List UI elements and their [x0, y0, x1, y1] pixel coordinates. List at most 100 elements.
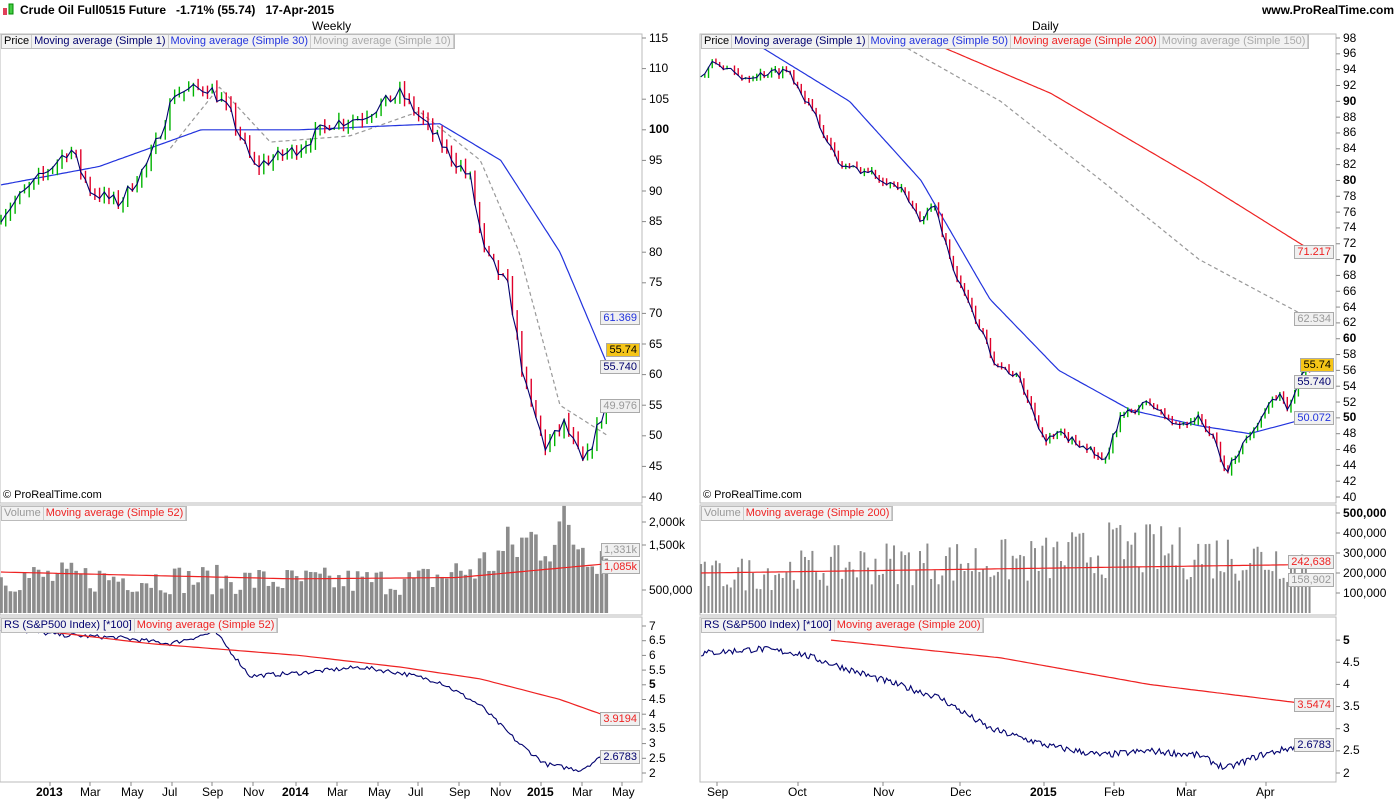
price-tick-label: 66: [1343, 283, 1357, 298]
volume-bar: [369, 582, 374, 613]
volume-bar: [1230, 558, 1233, 613]
price-tick-label: 90: [1343, 93, 1357, 108]
price-tick-label: 76: [1343, 204, 1357, 219]
volume-bar: [313, 572, 318, 613]
x-tick-label: 2013: [36, 785, 63, 799]
volume-bar: [759, 589, 762, 613]
volume-bar: [585, 566, 590, 613]
x-tick-label: Mar: [1176, 785, 1197, 799]
volume-bar: [1141, 572, 1144, 613]
legend-item[interactable]: Moving average (Simple 52): [44, 507, 187, 520]
legend-item[interactable]: Moving average (Simple 50): [869, 35, 1012, 48]
volume-bar: [1186, 579, 1189, 613]
volume-bar: [318, 573, 322, 613]
legend-item[interactable]: Price: [2, 35, 33, 48]
legend-item[interactable]: Volume: [2, 507, 44, 520]
volume-bar: [32, 567, 36, 613]
x-tick-label: Mar: [327, 785, 348, 799]
legend-item[interactable]: Moving average (Simple 30): [169, 35, 312, 48]
rs-line: [0, 627, 607, 773]
volume-bar: [1163, 555, 1166, 613]
x-tick-label: May: [612, 785, 635, 799]
legend-item[interactable]: RS (S&P500 Index) [*100]: [702, 619, 835, 632]
value-tag-price: 55.74: [606, 343, 640, 357]
volume-bar: [355, 571, 360, 613]
volume-ma-line: [0, 563, 607, 580]
price-tick-label: 86: [1343, 125, 1357, 140]
volume-bar: [111, 576, 116, 613]
rs-tick-label: 2: [1343, 765, 1350, 780]
volume-bar: [1052, 547, 1055, 613]
volume-bar: [1234, 573, 1237, 613]
volume-bar: [711, 565, 714, 613]
volume-bar: [1260, 551, 1263, 613]
volume-bar: [1174, 565, 1177, 613]
rs-tick-label: 3: [649, 736, 656, 751]
volume-bar: [360, 576, 365, 613]
volume-bar: [811, 550, 814, 613]
legend-item[interactable]: Moving average (Simple 200): [835, 619, 984, 632]
legend-item[interactable]: Moving average (Simple 10): [311, 35, 454, 48]
volume-bar: [412, 577, 416, 613]
site-link[interactable]: www.ProRealTime.com: [1261, 3, 1394, 17]
volume-bar: [576, 549, 580, 613]
value-tag-vol_ma: 242,638: [1288, 555, 1334, 569]
volume-bar: [803, 556, 806, 613]
volume-bar: [1200, 564, 1203, 613]
volume-bar: [1123, 559, 1126, 613]
value-tag-ma50: 50.072: [1294, 411, 1334, 425]
volume-bar: [733, 579, 736, 613]
volume-bar: [1011, 555, 1014, 613]
x-tick-label: Apr: [1256, 785, 1275, 799]
legend-item[interactable]: Moving average (Simple 1): [732, 35, 869, 48]
legend-item[interactable]: RS (S&P500 Index) [*100]: [2, 619, 135, 632]
volume-bar: [941, 575, 944, 613]
volume-bar: [1067, 542, 1070, 613]
price-tick-label: 64: [1343, 299, 1357, 314]
volume-bar: [1097, 555, 1100, 613]
volume-bar: [893, 545, 896, 613]
legend-item[interactable]: Moving average (Simple 52): [135, 619, 278, 632]
price-legend: Price Moving average (Simple 1) Moving ave…: [701, 34, 1310, 49]
volume-bar: [833, 545, 836, 613]
legend-item[interactable]: Moving average (Simple 200): [1011, 35, 1160, 48]
volume-bar: [22, 572, 27, 613]
volume-bar: [1249, 562, 1252, 613]
price-tick-label: 85: [649, 214, 663, 229]
volume-bar: [766, 568, 769, 613]
volume-bar: [1100, 574, 1103, 613]
legend-item[interactable]: Moving average (Simple 150): [1160, 35, 1309, 48]
volume-bar: [571, 544, 576, 613]
volume-bar: [252, 587, 257, 613]
volume-bar: [729, 587, 732, 613]
volume-bar: [177, 567, 182, 613]
volume-bar: [388, 588, 393, 613]
volume-bar: [501, 550, 505, 613]
x-tick-label: Sep: [449, 785, 471, 799]
rs-ma-line: [0, 625, 607, 717]
volume-bar: [36, 569, 41, 613]
volume-bar: [186, 571, 191, 613]
rs-tick-label: 3.5: [649, 721, 666, 736]
volume-bar: [8, 591, 13, 613]
volume-bar: [1130, 544, 1133, 613]
x-tick-label: Nov: [243, 785, 265, 799]
volume-bar: [1111, 529, 1114, 613]
legend-item[interactable]: Moving average (Simple 200): [744, 507, 893, 520]
volume-tick-label: 200,000: [1343, 565, 1387, 580]
rs-tick-label: 3.5: [1343, 699, 1360, 714]
volume-bar: [822, 573, 825, 613]
rs-legend: RS (S&P500 Index) [*100] Moving average (…: [701, 618, 985, 633]
legend-item[interactable]: Price: [702, 35, 733, 48]
volume-bar: [581, 547, 585, 613]
volume-bar: [1152, 534, 1155, 613]
price-tick-label: 54: [1343, 378, 1357, 393]
legend-item[interactable]: Volume: [702, 507, 744, 520]
rs-tick-label: 2: [649, 765, 656, 780]
volume-bar: [841, 578, 844, 613]
volume-bar: [50, 580, 55, 613]
legend-item[interactable]: Moving average (Simple 1): [32, 35, 169, 48]
volume-bar: [1204, 544, 1207, 613]
volume-bar: [74, 570, 78, 613]
